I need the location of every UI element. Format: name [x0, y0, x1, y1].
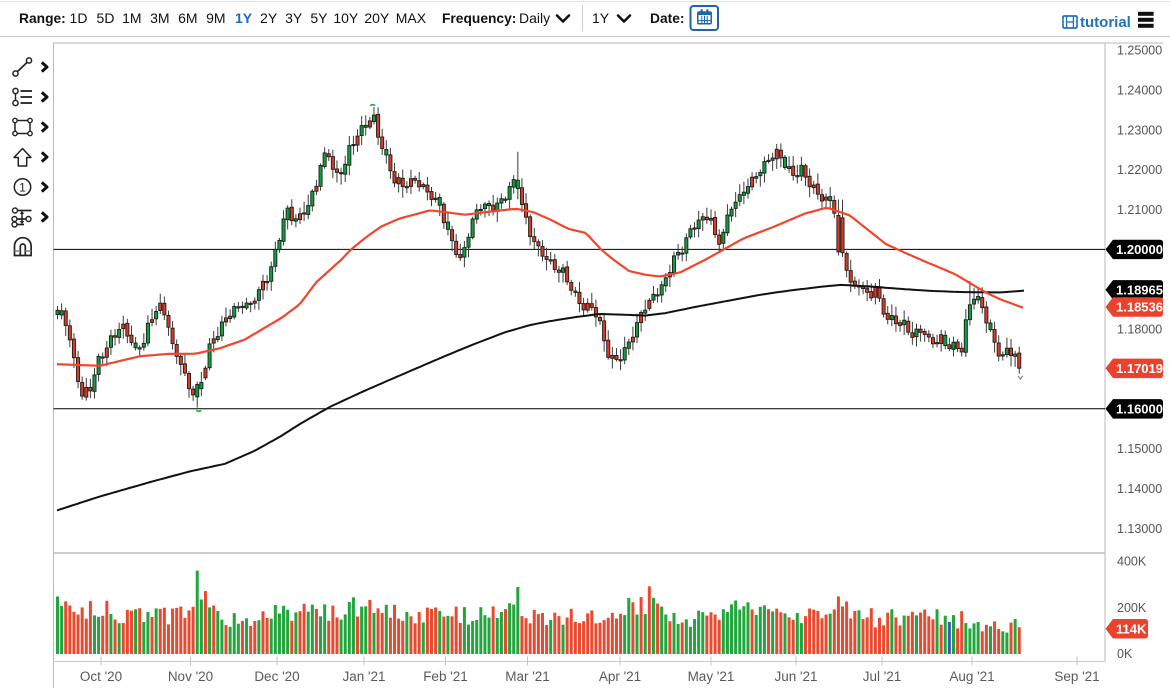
svg-text:1: 1 — [19, 181, 26, 195]
svg-text:Jul '21: Jul '21 — [863, 669, 902, 684]
svg-text:1.23000: 1.23000 — [1117, 123, 1162, 137]
svg-text:10Y: 10Y — [333, 10, 359, 26]
svg-text:1.24000: 1.24000 — [1117, 84, 1162, 98]
svg-text:20Y: 20Y — [364, 10, 390, 26]
svg-text:1.20000: 1.20000 — [1116, 242, 1163, 257]
svg-text:2Y: 2Y — [260, 10, 278, 26]
svg-text:1M: 1M — [122, 10, 141, 26]
svg-text:Oct '20: Oct '20 — [80, 669, 122, 684]
svg-text:400K: 400K — [1117, 555, 1147, 569]
svg-text:1.22000: 1.22000 — [1117, 163, 1162, 177]
svg-text:114K: 114K — [1116, 622, 1147, 637]
svg-text:1Y: 1Y — [592, 10, 610, 26]
svg-text:tutorial: tutorial — [1080, 14, 1131, 31]
svg-text:1.18965: 1.18965 — [1116, 283, 1163, 298]
svg-text:1.18536: 1.18536 — [1116, 300, 1163, 315]
svg-text:Apr '21: Apr '21 — [599, 669, 641, 684]
svg-text:Frequency:: Frequency: — [442, 11, 516, 26]
svg-text:1.25000: 1.25000 — [1117, 44, 1162, 58]
svg-text:5Y: 5Y — [310, 10, 328, 26]
svg-text:May '21: May '21 — [688, 669, 735, 684]
svg-text:Aug '21: Aug '21 — [949, 669, 994, 684]
svg-text:3Y: 3Y — [285, 10, 303, 26]
svg-text:Range:: Range: — [19, 11, 66, 26]
svg-text:1.18000: 1.18000 — [1117, 323, 1162, 337]
svg-text:9M: 9M — [206, 10, 225, 26]
svg-text:1.15000: 1.15000 — [1117, 442, 1162, 456]
svg-text:1.13000: 1.13000 — [1117, 522, 1162, 536]
svg-text:Jan '21: Jan '21 — [342, 669, 385, 684]
svg-text:Date:: Date: — [650, 11, 685, 26]
svg-text:1.21000: 1.21000 — [1117, 203, 1162, 217]
svg-text:Feb '21: Feb '21 — [423, 669, 468, 684]
svg-text:1D: 1D — [70, 10, 88, 26]
svg-text:3M: 3M — [150, 10, 169, 26]
svg-text:5D: 5D — [97, 10, 115, 26]
svg-text:200K: 200K — [1117, 601, 1147, 615]
svg-text:6M: 6M — [178, 10, 197, 26]
svg-text:0K: 0K — [1117, 647, 1133, 661]
svg-text:1Y: 1Y — [235, 10, 253, 26]
svg-text:Mar '21: Mar '21 — [505, 669, 550, 684]
svg-text:Jun '21: Jun '21 — [774, 669, 817, 684]
svg-text:1.16000: 1.16000 — [1116, 402, 1163, 417]
svg-text:Nov '20: Nov '20 — [168, 669, 213, 684]
svg-text:1.17019: 1.17019 — [1116, 361, 1163, 376]
svg-text:Dec '20: Dec '20 — [254, 669, 299, 684]
svg-text:1.14000: 1.14000 — [1117, 482, 1162, 496]
svg-text:Sep '21: Sep '21 — [1054, 669, 1099, 684]
svg-text:MAX: MAX — [396, 10, 427, 26]
svg-text:Daily: Daily — [519, 10, 550, 26]
